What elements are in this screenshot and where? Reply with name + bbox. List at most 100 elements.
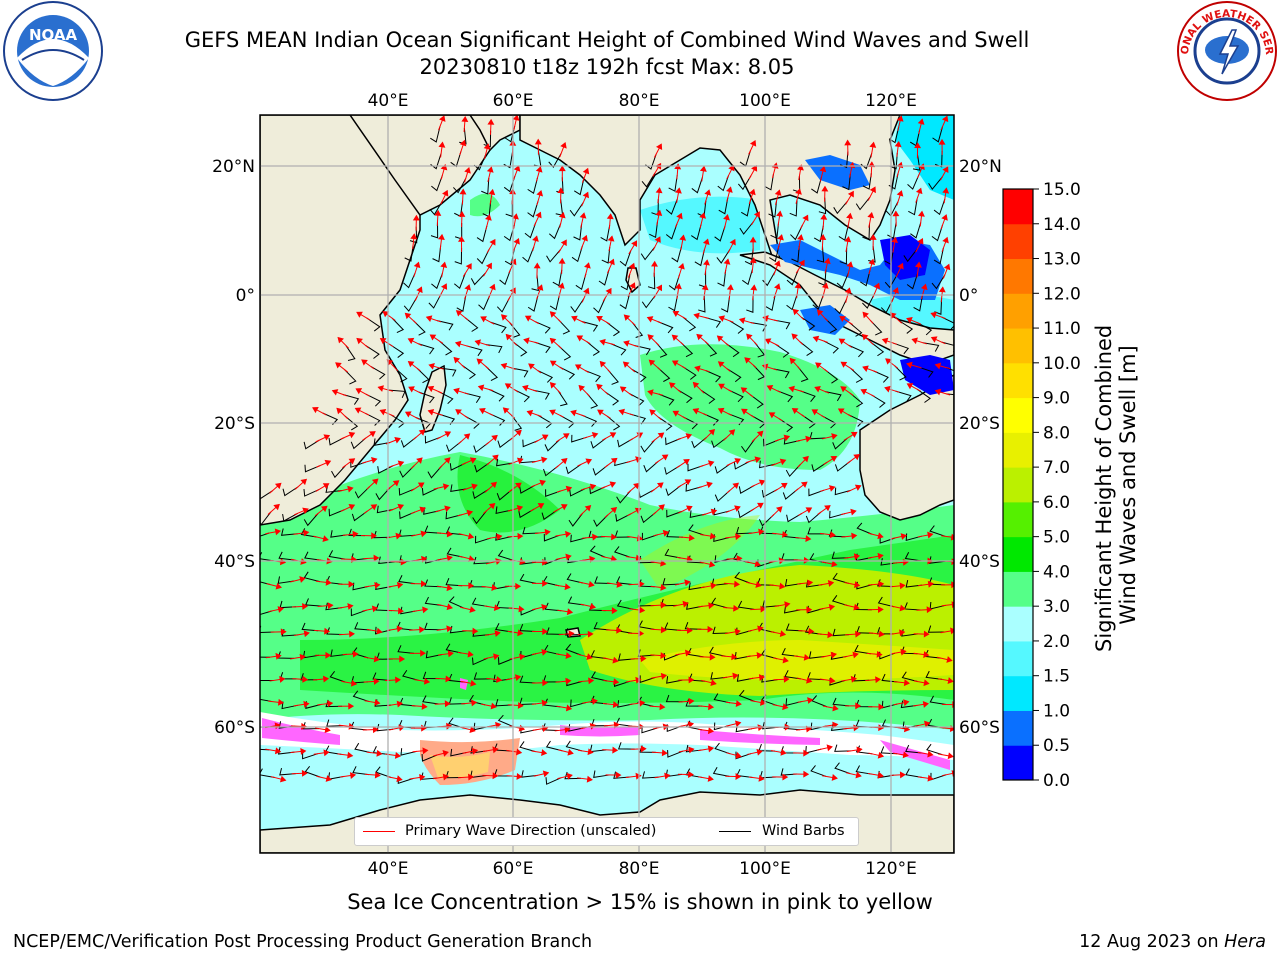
colorbar-segment — [1003, 536, 1033, 572]
colorbar-tick-label: 7.0 — [1043, 458, 1070, 478]
wave-arrow-head — [442, 750, 449, 757]
wave-arrow-head — [418, 429, 426, 436]
wave-arrow-head — [758, 674, 766, 681]
colorbar-segment — [1003, 675, 1033, 711]
wave-arrow-head — [447, 650, 454, 658]
wind-barb — [761, 488, 778, 498]
wave-arrow-head — [791, 408, 799, 415]
wave-arrow-head — [685, 505, 693, 512]
wave-arrow-head — [370, 504, 378, 511]
wave-arrow-head — [797, 164, 804, 171]
wave-arrow-head — [611, 607, 618, 615]
wave-arrow-head — [911, 337, 918, 345]
wave-arrow-head — [811, 409, 819, 416]
wave-arrow-head — [728, 164, 735, 172]
wave-arrow-head — [468, 773, 475, 781]
wind-barb — [790, 224, 803, 241]
wind-barb — [805, 579, 823, 588]
wind-barb — [941, 316, 954, 330]
wind-barb — [481, 177, 490, 195]
wave-arrow-head — [899, 629, 906, 637]
lat-label-left: 40°S — [214, 552, 255, 572]
wind-barb — [739, 221, 754, 235]
wave-arrow-head — [397, 503, 405, 511]
wind-barb — [470, 746, 487, 754]
wave-arrow-head — [688, 676, 695, 684]
wave-arrow-head — [567, 748, 574, 756]
wave-arrow-head — [820, 213, 828, 220]
wind-barb — [649, 221, 659, 239]
wave-arrow-head — [775, 506, 783, 513]
wind-barb — [352, 582, 369, 591]
wind-barb — [700, 389, 716, 404]
wave-arrow-head — [735, 533, 742, 541]
wave-arrow-head — [467, 532, 475, 540]
wave-arrow-head — [922, 701, 930, 708]
wave-arrow-head — [734, 458, 742, 465]
wind-barb — [895, 390, 912, 402]
wave-arrow-head — [324, 627, 331, 635]
wind-barb — [543, 465, 559, 477]
wave-arrow-head — [844, 139, 852, 146]
wave-arrow-head — [777, 234, 784, 241]
wave-arrow-head — [274, 747, 282, 755]
wind-barb — [570, 699, 587, 708]
wind-barb — [524, 222, 537, 239]
wave-arrow-head — [535, 166, 543, 173]
wave-arrow-head — [831, 560, 838, 568]
wave-arrow-head — [852, 651, 859, 659]
wind-barb — [825, 391, 842, 402]
wind-barb — [601, 246, 611, 264]
colorbar-tick-label: 14.0 — [1043, 215, 1081, 235]
wave-arrow-head — [803, 770, 810, 778]
wind-barb — [430, 221, 439, 239]
wave-arrow-head — [303, 700, 310, 708]
wave-arrow-head — [445, 675, 452, 683]
wave-arrow-head — [275, 652, 282, 660]
wave-arrow-head — [758, 479, 766, 486]
wave-arrow-head — [565, 553, 572, 561]
wave-arrow-head — [576, 335, 584, 342]
wind-barb — [786, 269, 799, 286]
colorbar-tick-label: 8.0 — [1043, 423, 1070, 443]
wind-barb — [778, 418, 794, 433]
wind-barb — [665, 223, 678, 240]
wave-arrow-head — [541, 603, 548, 611]
wind-barb — [557, 319, 571, 335]
wave-arrow-head — [374, 582, 381, 589]
chart-subtitle: 20230810 t18z 192h fcst Max: 8.05 — [419, 55, 795, 79]
wind-barb — [773, 368, 790, 379]
wind-barb — [686, 602, 703, 610]
wave-arrow-head — [729, 238, 736, 246]
wave-arrow-head — [487, 118, 495, 125]
wave-arrow-head — [376, 749, 383, 757]
wind-barb — [781, 647, 799, 657]
wind-barb — [564, 628, 582, 636]
wave-arrow-head — [371, 532, 378, 540]
wind-barb — [785, 698, 802, 706]
wave-arrow-head — [514, 674, 522, 682]
wind-barb — [522, 439, 539, 448]
wind-barb — [527, 177, 538, 194]
legend-wave-direction: Primary Wave Direction (unscaled) — [405, 823, 657, 839]
chart-title: GEFS MEAN Indian Ocean Significant Heigh… — [184, 28, 1030, 52]
wind-barb — [454, 247, 463, 265]
lat-label-left: 20°S — [214, 414, 255, 434]
wind-barb — [783, 436, 801, 445]
wave-arrow-head — [877, 751, 885, 759]
wind-barb — [769, 245, 780, 263]
wave-arrow-head — [757, 502, 764, 509]
wind-barb — [495, 623, 512, 633]
wave-arrow-head — [444, 505, 451, 513]
wave-arrow-head — [528, 363, 535, 370]
wave-arrow-head — [805, 535, 812, 543]
wave-arrow-head — [440, 283, 448, 290]
wave-arrow-head — [474, 339, 482, 347]
nws-logo: NATIONAL WEATHER SERVICE — [1176, 0, 1277, 101]
wind-barb — [714, 463, 731, 474]
wave-arrow-head — [861, 333, 869, 341]
wave-arrow-head — [884, 385, 891, 393]
wave-arrow-head — [633, 482, 640, 490]
wave-arrow-head — [302, 603, 309, 610]
wave-arrow-head — [613, 678, 620, 686]
